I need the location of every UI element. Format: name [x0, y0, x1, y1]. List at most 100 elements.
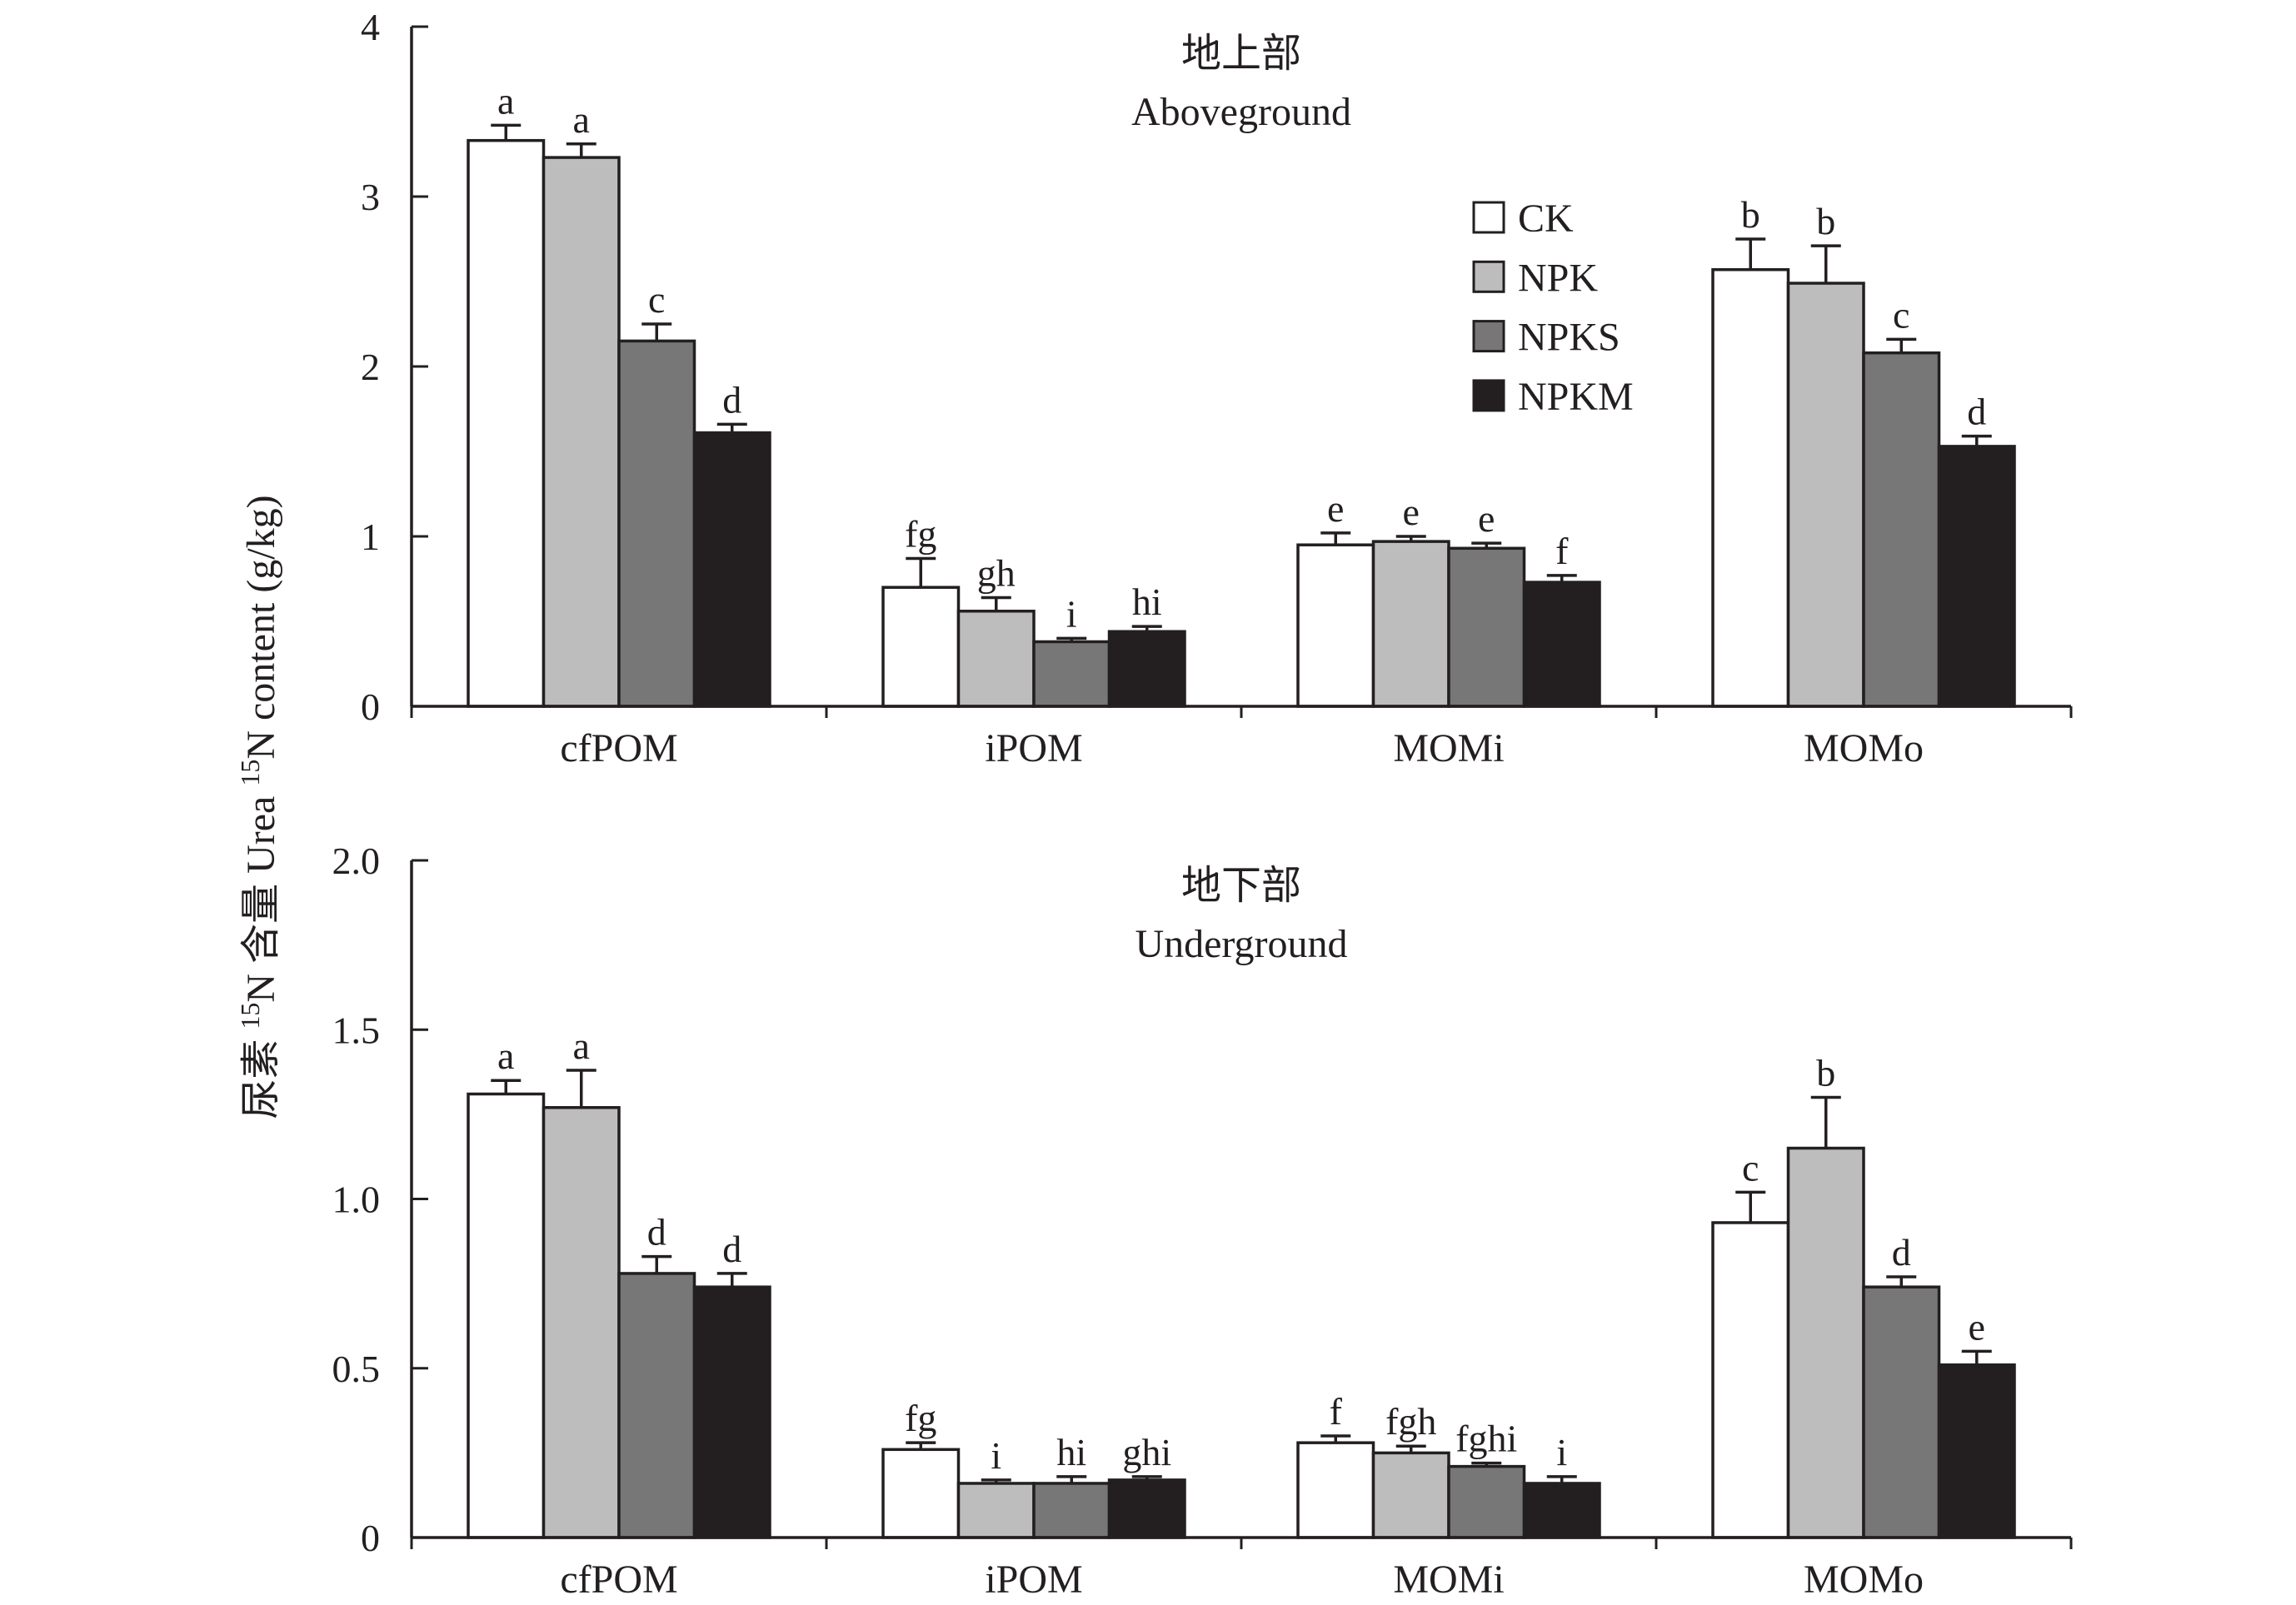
bar-ipom-npk — [956, 1482, 1036, 1539]
significance-letter-cfpom-npkm: d — [722, 1228, 741, 1270]
error-bar-cfpom-npkm — [716, 1272, 747, 1288]
x-category-label-momi: MOMi — [1393, 726, 1504, 770]
significance-letter-ipom-npkm: hi — [1132, 581, 1162, 623]
significance-letter-momo-npks: d — [1892, 1231, 1911, 1274]
error-bar-momi-ck — [1320, 1434, 1351, 1443]
bar-ipom-npks — [1032, 640, 1111, 708]
error-bar-momi-npks — [1471, 541, 1502, 549]
error-bar-ipom-npks — [1056, 1475, 1087, 1483]
significance-letter-momo-ck: b — [1741, 193, 1760, 236]
significance-letter-cfpom-ck: a — [497, 1034, 514, 1077]
error-bar-ipom-npk — [981, 1478, 1011, 1483]
bar-momo-npk — [1786, 282, 1865, 708]
significance-letter-momi-ck: f — [1330, 1390, 1343, 1433]
y-tick-label: 4 — [361, 6, 380, 48]
significance-letter-cfpom-ck: a — [497, 79, 514, 122]
bar-momo-ck — [1711, 267, 1790, 708]
bar-cfpom-npkm — [692, 1285, 771, 1539]
significance-letter-momi-npk: e — [1403, 491, 1420, 533]
significance-letter-ipom-npks: i — [1066, 592, 1077, 635]
legend-label-npk: NPK — [1518, 256, 1598, 300]
significance-letter-momo-npks: c — [1893, 293, 1909, 336]
error-bar-momo-npkm — [1961, 1349, 1992, 1365]
legend-label-npkm: NPKM — [1518, 375, 1634, 419]
panel-title-cn: 地下部 — [1181, 864, 1301, 908]
significance-letter-momo-ck: c — [1742, 1146, 1759, 1189]
bar-ipom-npkm — [1107, 630, 1186, 708]
bar-momi-npk — [1371, 1451, 1450, 1539]
error-bar-ipom-ck — [906, 1441, 936, 1450]
x-category-label-cfpom: cfPOM — [560, 1558, 677, 1602]
bar-momo-npkm — [1937, 445, 2016, 708]
bar-momi-npk — [1371, 540, 1450, 708]
error-bar-momo-npks — [1886, 337, 1917, 353]
significance-letter-cfpom-npks: c — [648, 278, 665, 321]
significance-letter-ipom-npk: i — [991, 1434, 1001, 1477]
error-bar-momi-npkm — [1546, 1475, 1577, 1483]
significance-letter-momo-npk: b — [1816, 200, 1835, 242]
error-bar-cfpom-npk — [566, 1069, 596, 1108]
significance-letter-cfpom-npk: a — [573, 1024, 590, 1067]
error-bar-cfpom-npks — [641, 322, 672, 341]
x-category-label-momo: MOMo — [1804, 726, 1924, 770]
significance-letter-momi-npkm: f — [1555, 530, 1569, 572]
significance-letter-ipom-npkm: ghi — [1122, 1431, 1171, 1473]
y-axis-label-part: N content (g/kg) — [239, 495, 283, 759]
y-tick-label: 1 — [361, 516, 380, 558]
bar-momi-ck — [1296, 1441, 1375, 1539]
significance-letter-momi-npk: fgh — [1385, 1400, 1436, 1443]
significance-letter-ipom-ck: fg — [905, 513, 936, 556]
bar-momo-npkm — [1937, 1363, 2016, 1539]
bar-momo-npks — [1862, 1285, 1941, 1539]
bar-momi-npks — [1447, 1464, 1526, 1539]
y-tick-label: 1.0 — [332, 1179, 381, 1221]
bar-momi-npkm — [1522, 1482, 1601, 1539]
bar-momi-ck — [1296, 543, 1375, 708]
bar-cfpom-ck — [467, 138, 546, 708]
significance-letter-momi-npks: fghi — [1455, 1418, 1517, 1460]
legend-swatch-ck — [1472, 201, 1505, 234]
significance-letter-ipom-npks: hi — [1056, 1431, 1086, 1473]
error-bar-cfpom-npkm — [716, 422, 747, 433]
y-axis-label: 尿素 15N 含量 Urea 15N content (g/kg) — [235, 495, 283, 1119]
panel-underground: 地下部 Underground a fg f c a i fgh b d hi fghi d d ghi i… — [332, 840, 2073, 1602]
error-bar-ipom-npkm — [1131, 1475, 1162, 1480]
error-bar-ipom-npk — [981, 596, 1011, 611]
bar-ipom-npks — [1032, 1482, 1111, 1539]
error-bar-ipom-ck — [906, 556, 936, 588]
x-category-label-momi: MOMi — [1393, 1558, 1504, 1602]
error-bar-momo-ck — [1735, 1190, 1766, 1223]
y-tick-label: 2 — [361, 346, 380, 388]
bar-cfpom-npks — [617, 1272, 696, 1539]
error-bar-momo-npkm — [1961, 434, 1992, 446]
legend: CK NPK NPKS NPKM — [1472, 197, 1634, 419]
error-bar-momi-npkm — [1546, 574, 1577, 583]
bar-cfpom-npks — [617, 339, 696, 708]
y-axis-label-part: 尿素 — [239, 1029, 283, 1119]
significance-letter-momi-npks: e — [1478, 497, 1495, 540]
error-bar-cfpom-ck — [491, 1079, 522, 1094]
bar-momo-npk — [1786, 1146, 1865, 1539]
error-bar-momo-npks — [1886, 1275, 1917, 1288]
y-tick-label: 0 — [361, 685, 380, 728]
significance-letter-momo-npkm: d — [1967, 391, 1986, 433]
error-bar-ipom-npks — [1056, 636, 1087, 642]
x-category-label-ipom: iPOM — [985, 726, 1082, 770]
error-bar-momo-npk — [1810, 244, 1841, 284]
bar-cfpom-ck — [467, 1092, 546, 1539]
bar-ipom-ck — [881, 1448, 961, 1539]
panel-aboveground: 地上部 Aboveground a fg e b a gh e b c i e c d hi f d 0 1 2 3 4… — [361, 6, 2073, 770]
x-category-label-momo: MOMo — [1804, 1558, 1924, 1602]
significance-letter-cfpom-npk: a — [573, 98, 590, 141]
bar-momo-ck — [1711, 1221, 1790, 1539]
panel-title-cn: 地上部 — [1181, 32, 1301, 76]
significance-letter-ipom-npk: gh — [977, 551, 1016, 594]
y-axis-label-superscript: 15 — [235, 760, 265, 786]
legend-swatch-npks — [1472, 320, 1505, 353]
bar-ipom-npk — [956, 610, 1036, 708]
bar-cfpom-npkm — [692, 431, 771, 708]
bar-ipom-npkm — [1107, 1478, 1186, 1539]
significance-letter-cfpom-npkm: d — [722, 378, 741, 421]
bar-momi-npks — [1447, 546, 1526, 708]
